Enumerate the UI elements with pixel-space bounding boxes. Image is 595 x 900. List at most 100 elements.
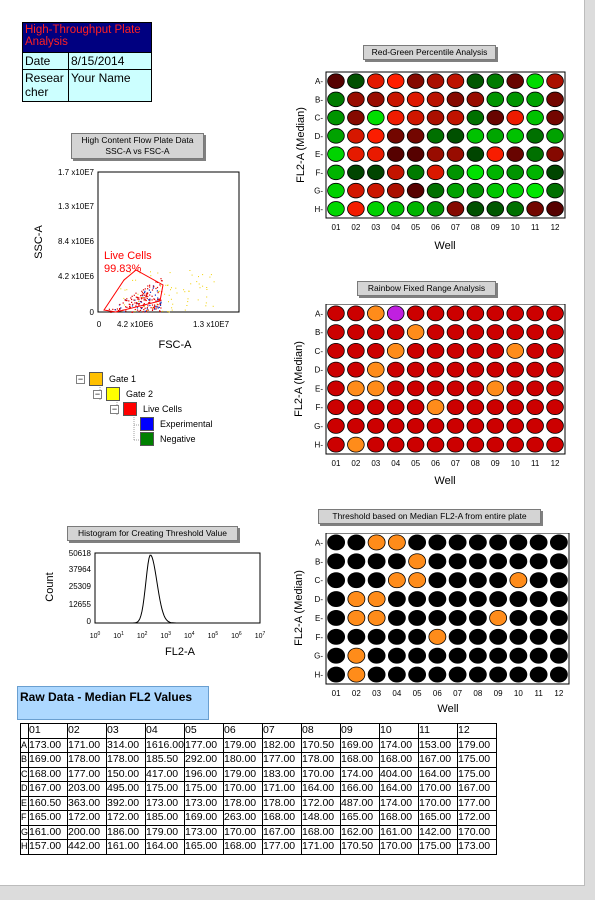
collapse-icon[interactable]: − — [76, 373, 85, 384]
plate-well[interactable] — [426, 128, 445, 144]
plate-well[interactable] — [367, 591, 386, 608]
plate-well[interactable] — [387, 666, 406, 683]
plate-well[interactable] — [428, 666, 447, 683]
plate-well[interactable] — [406, 128, 425, 144]
plate-well[interactable] — [426, 91, 445, 108]
raw-value-cell[interactable]: 178.00 — [301, 752, 342, 768]
plate-well[interactable] — [486, 201, 505, 217]
plate-well[interactable] — [406, 182, 425, 199]
raw-value-cell[interactable]: 177.00 — [262, 752, 303, 768]
plate-well[interactable] — [526, 164, 544, 181]
raw-value-cell[interactable]: 164.00 — [301, 781, 342, 797]
raw-value-cell[interactable]: 168.00 — [379, 810, 420, 826]
raw-value-cell[interactable]: 171.00 — [262, 781, 303, 797]
plate-well[interactable] — [546, 305, 564, 322]
plate-well[interactable] — [466, 73, 485, 89]
plate-well[interactable] — [509, 572, 528, 589]
plate-well[interactable] — [428, 628, 447, 645]
plate-well[interactable] — [506, 380, 524, 397]
plate-well[interactable] — [347, 609, 366, 626]
plate-well[interactable] — [549, 572, 568, 589]
plate-well[interactable] — [486, 361, 505, 378]
collapse-icon[interactable]: − — [93, 388, 102, 399]
raw-value-cell[interactable]: 177.00 — [262, 839, 303, 855]
plate-well[interactable] — [387, 591, 406, 608]
plate-well[interactable] — [506, 436, 524, 453]
plate-well[interactable] — [428, 553, 447, 570]
plate-well[interactable] — [347, 591, 366, 608]
plate-well[interactable] — [486, 417, 505, 434]
plate-well[interactable] — [327, 628, 346, 645]
plate-well[interactable] — [466, 164, 485, 181]
plate-well[interactable] — [347, 128, 365, 144]
gate-node-experimental[interactable]: Experimental — [140, 417, 213, 431]
plate-well[interactable] — [549, 666, 568, 683]
raw-value-cell[interactable]: 161.00 — [106, 839, 147, 855]
plate-well[interactable] — [406, 342, 425, 359]
plate-well[interactable] — [428, 534, 447, 551]
raw-value-cell[interactable]: 174.00 — [379, 795, 420, 811]
raw-value-cell[interactable]: 153.00 — [418, 737, 459, 753]
plate-well[interactable] — [406, 399, 425, 416]
plate-well[interactable] — [367, 73, 385, 89]
raw-value-cell[interactable]: 142.00 — [418, 824, 459, 840]
plate-well[interactable] — [406, 305, 425, 322]
plate-well[interactable] — [386, 324, 405, 341]
plate-well[interactable] — [526, 146, 544, 162]
plate-well[interactable] — [446, 73, 465, 89]
raw-value-cell[interactable]: 182.00 — [262, 737, 303, 753]
plate-well[interactable] — [448, 534, 467, 551]
raw-value-cell[interactable]: 196.00 — [184, 766, 225, 782]
plate-well[interactable] — [526, 182, 544, 199]
plate-well[interactable] — [448, 628, 467, 645]
plate-well[interactable] — [347, 91, 365, 108]
plate-well[interactable] — [428, 572, 447, 589]
plate-well[interactable] — [367, 128, 385, 144]
plate-well[interactable] — [347, 109, 365, 126]
plate-well[interactable] — [446, 109, 465, 126]
plate-well[interactable] — [327, 201, 345, 217]
raw-value-cell[interactable]: 170.00 — [223, 781, 264, 797]
plate-well[interactable] — [386, 201, 405, 217]
plate-well[interactable] — [347, 666, 366, 683]
raw-value-cell[interactable]: 178.00 — [262, 795, 303, 811]
plate-well[interactable] — [546, 182, 564, 199]
plate-well[interactable] — [448, 553, 467, 570]
plate-well[interactable] — [546, 399, 564, 416]
plate-well[interactable] — [367, 361, 385, 378]
raw-value-cell[interactable]: 180.00 — [223, 752, 264, 768]
plate-well[interactable] — [466, 128, 485, 144]
raw-value-cell[interactable]: 157.00 — [28, 839, 69, 855]
plate-well[interactable] — [489, 572, 508, 589]
plate-well[interactable] — [506, 91, 524, 108]
plate-well[interactable] — [347, 146, 365, 162]
plate-well[interactable] — [526, 91, 544, 108]
raw-value-cell[interactable]: 170.00 — [223, 824, 264, 840]
plate-well[interactable] — [426, 182, 445, 199]
raw-value-cell[interactable]: 175.00 — [457, 766, 498, 782]
raw-value-cell[interactable]: 178.00 — [67, 752, 108, 768]
plate-well[interactable] — [367, 647, 386, 664]
plate-well[interactable] — [489, 628, 508, 645]
plate-well[interactable] — [408, 628, 427, 645]
plate-well[interactable] — [367, 201, 385, 217]
raw-value-cell[interactable]: 170.00 — [457, 824, 498, 840]
raw-value-cell[interactable]: 363.00 — [67, 795, 108, 811]
plate-well[interactable] — [347, 572, 366, 589]
plate-well[interactable] — [408, 534, 427, 551]
plate-well[interactable] — [428, 609, 447, 626]
plate-well[interactable] — [408, 553, 427, 570]
plate-well[interactable] — [367, 666, 386, 683]
plate-well[interactable] — [367, 164, 385, 181]
plate-well[interactable] — [448, 666, 467, 683]
raw-value-cell[interactable]: 167.00 — [418, 752, 459, 768]
raw-value-cell[interactable]: 1616.00 — [145, 737, 186, 753]
raw-value-cell[interactable]: 170.00 — [379, 839, 420, 855]
raw-value-cell[interactable]: 314.00 — [106, 737, 147, 753]
plate-well[interactable] — [347, 628, 366, 645]
plate-well[interactable] — [549, 609, 568, 626]
raw-value-cell[interactable]: 179.00 — [223, 766, 264, 782]
plate-well[interactable] — [529, 591, 548, 608]
plate-well[interactable] — [446, 164, 465, 181]
plate-well[interactable] — [446, 201, 465, 217]
